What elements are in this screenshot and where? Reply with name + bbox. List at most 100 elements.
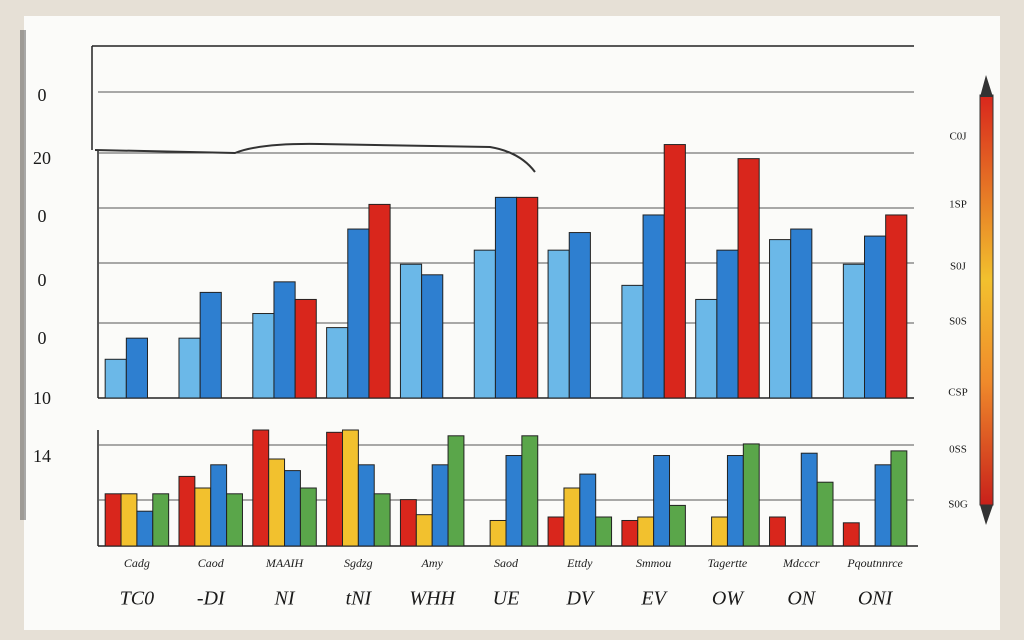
bar bbox=[653, 455, 671, 547]
x-sub-label: OW bbox=[712, 588, 745, 610]
bar bbox=[595, 516, 613, 547]
bar bbox=[769, 516, 786, 547]
x-tick-label: Amy bbox=[421, 556, 444, 570]
bar bbox=[194, 487, 212, 547]
x-sub-label: -DI bbox=[197, 588, 226, 610]
bar bbox=[842, 263, 866, 399]
bar bbox=[120, 493, 138, 547]
bar bbox=[152, 493, 170, 547]
bar bbox=[568, 232, 591, 399]
left-scale-label: 20 bbox=[33, 148, 51, 168]
x-tick-label: Smmou bbox=[636, 556, 671, 570]
bar bbox=[742, 443, 760, 547]
bar bbox=[489, 519, 507, 547]
bar bbox=[663, 144, 686, 399]
bar bbox=[399, 499, 417, 547]
bar bbox=[716, 249, 739, 399]
bar bbox=[769, 239, 792, 399]
bar bbox=[373, 493, 391, 547]
right-scale-label: C0J bbox=[949, 131, 967, 143]
x-sub-label: NI bbox=[274, 588, 296, 610]
bar bbox=[874, 464, 892, 547]
bar bbox=[210, 464, 228, 547]
bar bbox=[399, 263, 423, 399]
bar bbox=[347, 228, 370, 399]
bar bbox=[842, 522, 860, 547]
bar bbox=[816, 481, 834, 547]
x-sub-label: ONI bbox=[858, 588, 894, 610]
right-scale-label: S0J bbox=[950, 261, 967, 273]
bar bbox=[547, 516, 565, 547]
x-tick-label: Tagertte bbox=[708, 556, 748, 570]
bar bbox=[621, 284, 644, 399]
x-tick-label: Ettdy bbox=[566, 556, 593, 570]
bar bbox=[711, 516, 728, 547]
bar bbox=[695, 298, 718, 399]
x-sub-label: UE bbox=[493, 588, 520, 610]
bar bbox=[104, 358, 127, 399]
bar bbox=[890, 450, 908, 547]
bar bbox=[341, 429, 359, 547]
right-scale-label: 1SP bbox=[949, 199, 967, 211]
bar bbox=[326, 327, 349, 399]
bar bbox=[421, 274, 444, 399]
bar bbox=[737, 158, 760, 399]
bar bbox=[226, 493, 243, 547]
x-sub-label: EV bbox=[640, 588, 668, 610]
color-bar bbox=[979, 94, 994, 506]
trend-stroke bbox=[94, 142, 536, 173]
bar bbox=[431, 464, 449, 547]
left-scale-label: 0 bbox=[38, 206, 47, 226]
left-scale-label: 0 bbox=[38, 270, 47, 290]
bar bbox=[547, 249, 570, 399]
bar bbox=[252, 429, 270, 547]
bar bbox=[268, 458, 286, 547]
right-scale-label: CSP bbox=[948, 387, 968, 399]
x-sub-label: TC0 bbox=[120, 588, 154, 610]
bar bbox=[273, 281, 296, 399]
bar bbox=[864, 235, 887, 399]
bar bbox=[299, 487, 317, 547]
bar bbox=[294, 298, 317, 399]
x-tick-label: Mdcccr bbox=[782, 556, 820, 570]
bar bbox=[669, 504, 686, 547]
bar bbox=[563, 487, 581, 547]
bar bbox=[642, 214, 665, 399]
bar bbox=[326, 431, 343, 547]
bar bbox=[885, 214, 908, 399]
spiral-binding bbox=[20, 30, 26, 520]
x-sub-label: tNI bbox=[346, 588, 373, 610]
bar bbox=[199, 291, 222, 399]
bar bbox=[521, 435, 539, 547]
bar bbox=[104, 493, 122, 547]
bar bbox=[516, 196, 539, 399]
left-scale-label: 10 bbox=[33, 388, 51, 408]
bar bbox=[136, 510, 154, 547]
bar bbox=[178, 475, 196, 547]
bar bbox=[494, 196, 518, 399]
bar bbox=[415, 514, 433, 547]
bar bbox=[357, 464, 375, 547]
bar bbox=[800, 452, 818, 547]
right-scale-label: 0SS bbox=[949, 444, 967, 456]
bar bbox=[447, 435, 465, 547]
x-tick-label: Pqoutnnrce bbox=[846, 556, 903, 570]
bar bbox=[579, 473, 597, 547]
left-scale-label: 0 bbox=[38, 328, 47, 348]
left-scale-label: 0 bbox=[38, 85, 47, 105]
x-tick-label: MAAIH bbox=[265, 556, 305, 570]
x-sub-label: DV bbox=[565, 588, 595, 610]
bar bbox=[621, 519, 639, 547]
bar bbox=[252, 313, 275, 399]
bar bbox=[125, 337, 148, 399]
x-sub-label: ON bbox=[787, 588, 816, 610]
bar bbox=[505, 455, 523, 547]
bar bbox=[637, 516, 655, 547]
left-scale-label: 14 bbox=[33, 446, 51, 466]
x-tick-label: Caod bbox=[198, 556, 225, 570]
right-scale-label: S0G bbox=[948, 499, 968, 511]
bar bbox=[284, 470, 301, 547]
bar bbox=[473, 249, 496, 399]
